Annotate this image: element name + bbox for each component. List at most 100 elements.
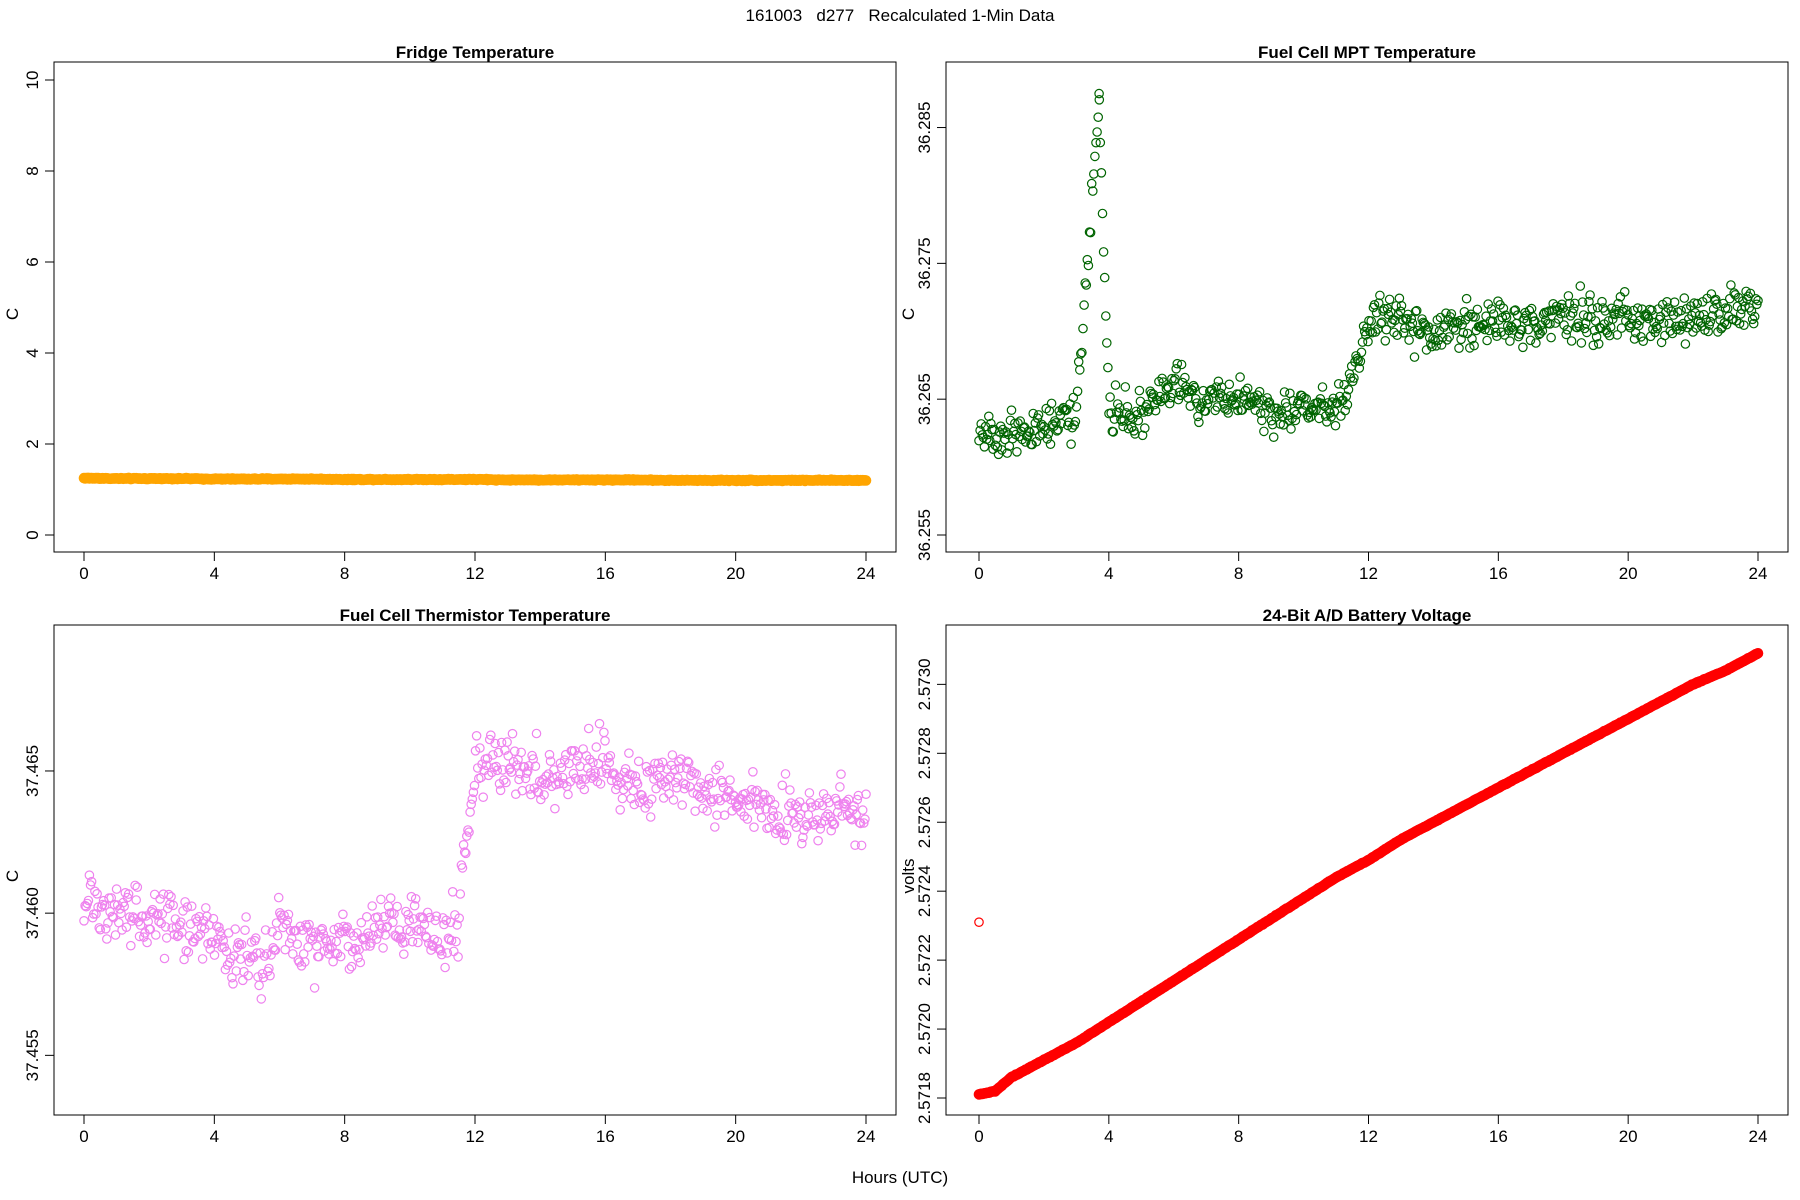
data-point: [1366, 316, 1376, 326]
data-point: [1122, 401, 1133, 412]
data-point: [1006, 405, 1017, 415]
data-point: [1033, 410, 1044, 420]
data-point: [652, 770, 662, 781]
x-tick-label: 8: [340, 564, 349, 583]
data-point: [1738, 296, 1748, 306]
data-point: [230, 924, 240, 934]
data-point: [260, 925, 271, 935]
series-points: [974, 88, 1763, 460]
data-point: [1229, 400, 1240, 410]
data-point: [477, 759, 487, 769]
data-point: [265, 970, 275, 981]
data-point: [1566, 336, 1577, 346]
data-point: [1082, 254, 1093, 265]
x-tick-label: 16: [596, 1127, 615, 1146]
data-point: [425, 912, 435, 923]
data-point: [768, 811, 779, 821]
data-point: [1753, 295, 1763, 306]
data-point: [528, 754, 538, 764]
data-point: [632, 779, 643, 789]
data-point: [179, 954, 189, 965]
data-point: [434, 944, 445, 954]
data-point: [699, 781, 709, 792]
data-point: [1694, 310, 1705, 321]
data-point: [669, 764, 680, 775]
data-point: [1114, 407, 1124, 418]
data-point: [1669, 297, 1680, 307]
y-tick-label: 2: [23, 439, 42, 448]
x-tick-label: 24: [1749, 564, 1768, 583]
data-point: [1749, 311, 1760, 322]
data-point: [531, 728, 542, 739]
data-point: [545, 756, 556, 766]
data-point: [1545, 318, 1555, 329]
data-point: [1608, 314, 1618, 324]
data-point: [1526, 303, 1537, 314]
data-point: [411, 926, 422, 936]
data-point: [1537, 326, 1548, 336]
data-point: [176, 917, 186, 927]
outlier-point: [1094, 88, 1104, 99]
data-point: [83, 895, 94, 906]
series-points: [973, 647, 1764, 1100]
data-point: [130, 880, 140, 891]
data-point: [1268, 432, 1279, 442]
data-point: [1110, 380, 1121, 390]
data-point: [1389, 327, 1399, 338]
data-point: [345, 928, 356, 938]
data-point: [1683, 314, 1694, 324]
data-point: [1060, 405, 1071, 416]
figure-title: 161003 d277 Recalculated 1-Min Data: [745, 6, 1055, 25]
data-point: [1020, 437, 1031, 447]
data-point: [1333, 378, 1344, 389]
data-point: [1561, 329, 1571, 340]
x-tick-label: 12: [466, 1127, 485, 1146]
data-point: [1679, 293, 1690, 303]
data-point: [1444, 332, 1454, 342]
data-point: [139, 932, 149, 942]
data-point: [1546, 332, 1556, 343]
data-point: [1692, 298, 1703, 309]
data-point: [577, 774, 587, 784]
data-point: [459, 847, 470, 857]
data-point: [1524, 305, 1535, 316]
data-point: [493, 747, 504, 758]
data-point: [1105, 392, 1115, 402]
data-point: [584, 754, 595, 765]
x-tick-label: 20: [726, 1127, 745, 1146]
data-point: [1370, 327, 1381, 337]
data-point: [180, 897, 190, 907]
data-point: [279, 910, 289, 921]
data-point: [811, 800, 821, 811]
data-point: [1355, 356, 1366, 367]
data-point: [719, 810, 730, 820]
data-point: [105, 906, 115, 917]
data-point: [836, 769, 846, 779]
y-axis-label: C: [3, 308, 22, 320]
data-point: [709, 822, 720, 832]
data-point: [1155, 391, 1165, 402]
chart-panel-2: Fuel Cell MPT Temperature 0 4 8 12 16 20 24 36.2…: [899, 43, 1789, 583]
data-point: [1480, 324, 1490, 335]
data-point: [1254, 386, 1265, 397]
data-point: [739, 811, 749, 821]
data-point: [102, 934, 112, 944]
data-point: [833, 800, 844, 810]
data-point: [193, 931, 203, 942]
data-point: [466, 799, 476, 810]
data-point: [240, 925, 250, 935]
data-point: [1575, 281, 1586, 291]
data-point: [1525, 335, 1536, 346]
data-point: [1314, 413, 1324, 424]
data-point: [675, 763, 685, 774]
data-point: [1521, 310, 1531, 321]
data-point: [388, 917, 398, 928]
data-point: [1390, 315, 1400, 326]
data-point: [671, 782, 682, 793]
data-point: [95, 924, 106, 935]
data-point: [594, 718, 605, 729]
data-point: [475, 743, 485, 753]
data-point: [1029, 425, 1040, 436]
data-point: [1083, 260, 1094, 271]
data-point: [283, 909, 294, 920]
